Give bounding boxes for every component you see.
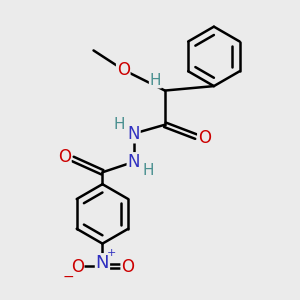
Text: H: H xyxy=(150,73,161,88)
Text: H: H xyxy=(113,117,124,132)
Text: O: O xyxy=(71,258,84,276)
Text: O: O xyxy=(58,148,71,166)
Text: N: N xyxy=(96,254,109,272)
Text: O: O xyxy=(121,258,134,276)
Text: H: H xyxy=(143,163,154,178)
Text: +: + xyxy=(107,248,117,258)
Text: N: N xyxy=(128,125,140,143)
Text: N: N xyxy=(128,153,140,171)
Text: −: − xyxy=(62,270,74,284)
Text: O: O xyxy=(198,129,211,147)
Text: O: O xyxy=(117,61,130,79)
